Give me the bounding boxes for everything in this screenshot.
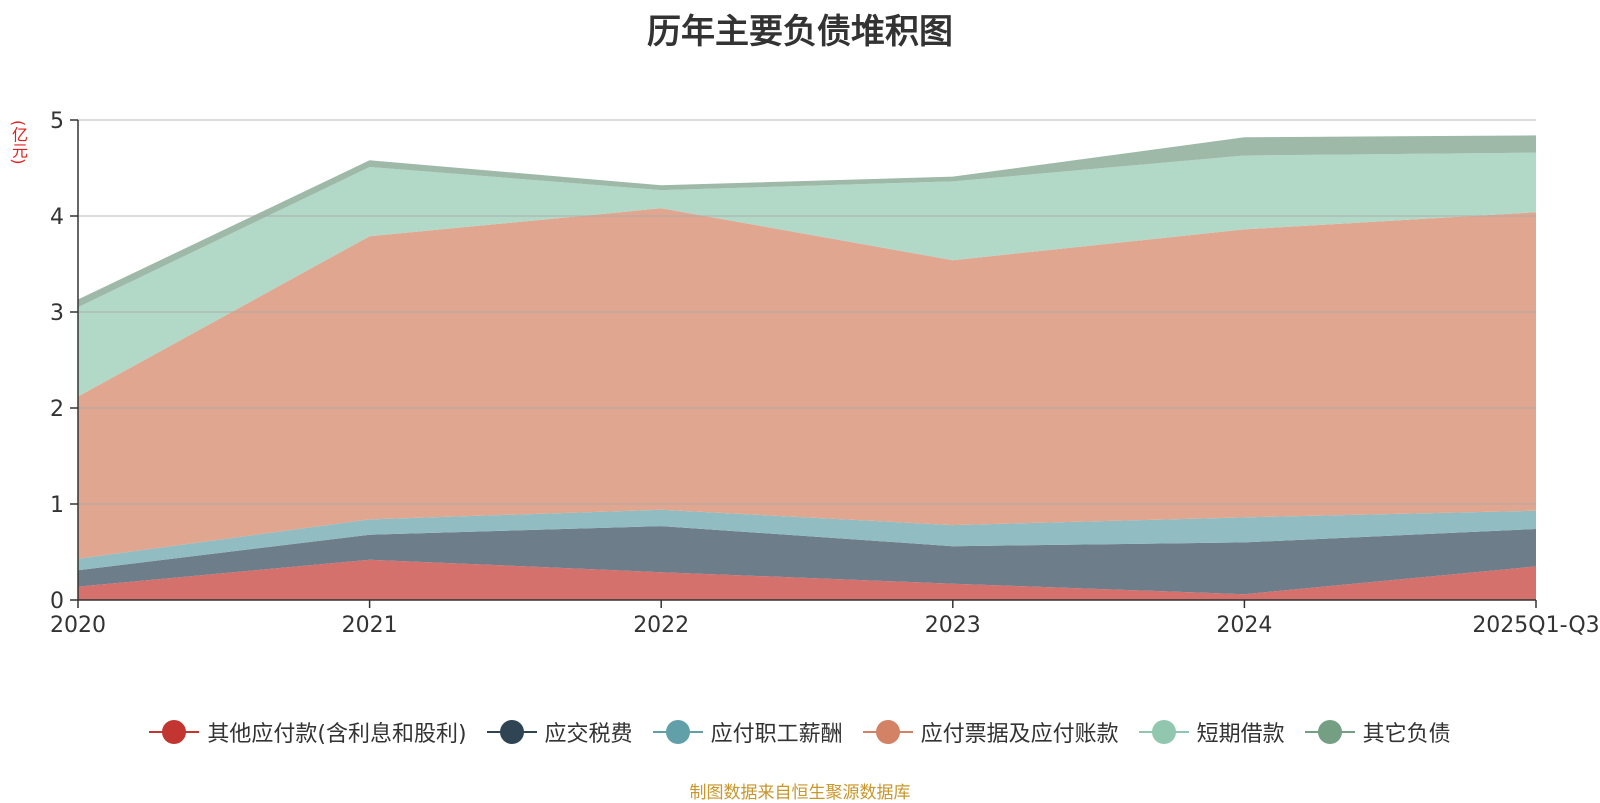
- x-tick-label-5: 2025Q1-Q3: [1472, 613, 1599, 638]
- legend-label: 短期借款: [1196, 722, 1285, 747]
- area-series-2: [78, 509, 1536, 571]
- legend: 其他应付款(含利息和股利) 应交税费 应付职工薪酬 应付票据及应付账款 短期借款 其它负债: [0, 716, 1600, 748]
- y-tick-label-0: 0: [50, 589, 64, 614]
- legend-item-0[interactable]: 其他应付款(含利息和股利): [149, 716, 467, 748]
- area-series-1: [78, 526, 1536, 595]
- x-tick-label-1: 2021: [342, 613, 398, 638]
- legend-label: 应付票据及应付账款: [920, 722, 1119, 747]
- axes-layer: 0 1 2 3 4 5 2020 2021 2022 2023 2024 2025Q1-Q3: [50, 109, 1600, 638]
- legend-label: 应付职工薪酬: [710, 722, 843, 747]
- legend-item-3[interactable]: 应付票据及应付账款: [862, 716, 1119, 748]
- legend-label: 其它负债: [1362, 722, 1451, 747]
- legend-marker-icon: [149, 720, 200, 744]
- area-series-3: [78, 208, 1536, 559]
- legend-item-4[interactable]: 短期借款: [1138, 716, 1285, 748]
- y-tick-label-2: 2: [50, 397, 64, 422]
- areas-layer: [78, 135, 1536, 600]
- grid-layer: [78, 119, 1536, 505]
- x-tick-label-2: 2022: [633, 613, 689, 638]
- area-series-4: [78, 152, 1536, 397]
- legend-item-5[interactable]: 其它负债: [1304, 716, 1451, 748]
- chart-title: 历年主要负债堆积图: [647, 12, 953, 52]
- area-series-0: [78, 559, 1536, 600]
- x-tick-label-0: 2020: [50, 613, 106, 638]
- legend-marker-icon: [1304, 720, 1355, 744]
- y-tick-label-1: 1: [50, 493, 64, 518]
- legend-item-1[interactable]: 应交税费: [486, 716, 633, 748]
- legend-marker-icon: [486, 720, 537, 744]
- source-note: 制图数据来自恒生聚源数据库: [689, 783, 911, 803]
- y-tick-label-3: 3: [50, 301, 64, 326]
- legend-marker-icon: [652, 720, 703, 744]
- y-tick-label-5: 5: [50, 109, 64, 134]
- x-tick-label-4: 2024: [1216, 613, 1272, 638]
- legend-marker-icon: [862, 720, 913, 744]
- legend-marker-icon: [1138, 720, 1189, 744]
- x-tick-label-3: 2023: [925, 613, 981, 638]
- legend-label: 其他应付款(含利息和股利): [207, 722, 467, 747]
- stacked-area-chart: 0 1 2 3 4 5 2020 2021 2022 2023 2024 2025Q1-Q3: [50, 109, 1600, 638]
- legend-label: 应交税费: [544, 722, 633, 747]
- y-axis-unit-label: (亿元): [9, 120, 28, 165]
- y-tick-label-4: 4: [50, 205, 64, 230]
- area-series-5: [78, 135, 1536, 308]
- legend-item-2[interactable]: 应付职工薪酬: [652, 716, 843, 748]
